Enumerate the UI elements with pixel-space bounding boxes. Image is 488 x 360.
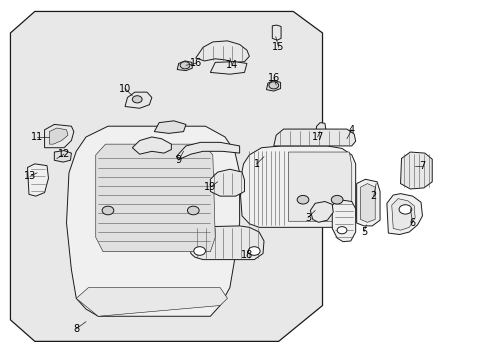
Polygon shape — [189, 226, 264, 260]
Polygon shape — [266, 80, 280, 91]
Polygon shape — [288, 152, 351, 221]
Text: 12: 12 — [58, 149, 70, 159]
Polygon shape — [27, 164, 48, 196]
Polygon shape — [360, 184, 374, 222]
Text: 7: 7 — [419, 161, 425, 171]
Polygon shape — [391, 199, 414, 230]
Polygon shape — [76, 288, 227, 316]
Circle shape — [398, 205, 411, 214]
Polygon shape — [210, 62, 246, 74]
Text: 14: 14 — [226, 60, 238, 70]
Text: 16: 16 — [189, 58, 202, 68]
Polygon shape — [195, 41, 249, 62]
Circle shape — [187, 206, 199, 215]
Circle shape — [330, 195, 342, 204]
Circle shape — [297, 195, 308, 204]
Text: 11: 11 — [31, 132, 43, 142]
Circle shape — [336, 226, 346, 234]
Polygon shape — [125, 92, 152, 108]
Polygon shape — [400, 152, 431, 189]
Polygon shape — [210, 169, 244, 196]
Polygon shape — [10, 12, 322, 341]
Text: 19: 19 — [204, 182, 216, 192]
Text: 8: 8 — [73, 324, 79, 334]
Polygon shape — [66, 126, 239, 316]
Circle shape — [180, 62, 189, 69]
Polygon shape — [49, 128, 68, 144]
Text: 15: 15 — [272, 42, 284, 52]
Polygon shape — [44, 125, 74, 148]
Text: 5: 5 — [360, 227, 366, 237]
Polygon shape — [310, 202, 332, 222]
Polygon shape — [272, 25, 281, 40]
Polygon shape — [176, 142, 239, 158]
Text: 16: 16 — [267, 73, 279, 83]
Text: 4: 4 — [348, 125, 354, 135]
Polygon shape — [239, 146, 355, 227]
Polygon shape — [177, 61, 192, 71]
Text: 13: 13 — [24, 171, 36, 181]
Circle shape — [132, 96, 142, 103]
Polygon shape — [96, 144, 215, 252]
Polygon shape — [273, 129, 355, 146]
Polygon shape — [132, 137, 171, 154]
Text: 3: 3 — [304, 213, 310, 222]
Polygon shape — [331, 200, 355, 242]
Polygon shape — [386, 194, 422, 234]
Text: 9: 9 — [175, 155, 182, 165]
Polygon shape — [54, 150, 71, 162]
Text: 18: 18 — [240, 250, 253, 260]
Text: 2: 2 — [370, 191, 376, 201]
Circle shape — [248, 247, 260, 255]
Circle shape — [102, 206, 114, 215]
Text: 10: 10 — [119, 84, 131, 94]
Text: 6: 6 — [409, 218, 415, 228]
Circle shape — [268, 82, 278, 89]
Text: 1: 1 — [253, 159, 259, 169]
Polygon shape — [315, 123, 325, 136]
Polygon shape — [356, 179, 379, 226]
Circle shape — [193, 247, 205, 255]
Polygon shape — [154, 121, 185, 134]
Text: 17: 17 — [311, 132, 323, 142]
